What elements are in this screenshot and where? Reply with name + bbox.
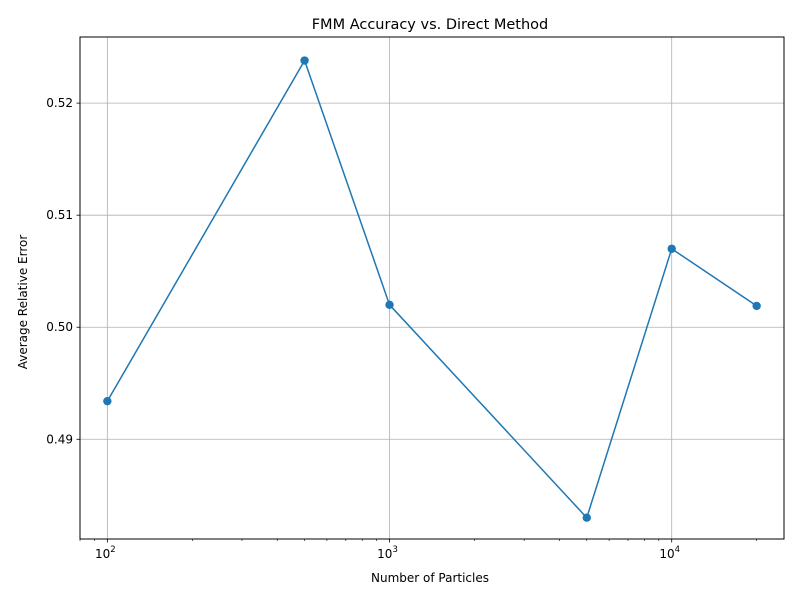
x-tick-label: 103 bbox=[377, 545, 398, 561]
axis-ticks: 102 103 104 0.49 0.50 0.51 0.52 bbox=[46, 96, 757, 561]
x-tick-label: 104 bbox=[659, 545, 680, 561]
grid bbox=[80, 37, 784, 539]
chart-title: FMM Accuracy vs. Direct Method bbox=[312, 17, 549, 33]
y-tick-label: 0.49 bbox=[46, 432, 73, 446]
series-line bbox=[106, 59, 758, 519]
plot-frame bbox=[79, 36, 785, 540]
y-axis-label: Average Relative Error bbox=[16, 235, 30, 370]
data-point bbox=[385, 300, 394, 310]
data-point bbox=[667, 244, 676, 253]
series-group bbox=[103, 56, 761, 522]
x-tick-label: 102 bbox=[95, 545, 116, 561]
data-point bbox=[103, 396, 112, 406]
y-tick-label: 0.50 bbox=[46, 320, 73, 334]
x-axis-label: Number of Particles bbox=[371, 571, 489, 585]
y-tick-label: 0.51 bbox=[46, 208, 73, 222]
data-point bbox=[582, 513, 591, 522]
data-point bbox=[752, 301, 761, 311]
data-point bbox=[300, 56, 309, 65]
y-tick-label: 0.52 bbox=[46, 96, 73, 110]
